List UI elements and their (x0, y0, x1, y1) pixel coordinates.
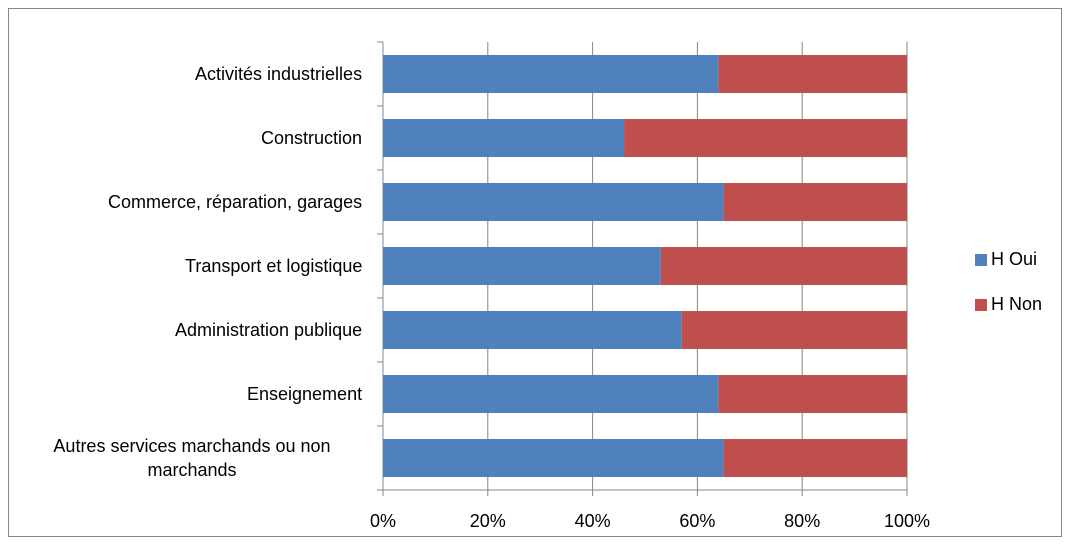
x-tick-label: 20% (470, 511, 506, 531)
y-tick-label: Transport et logistique (185, 256, 363, 276)
bar-segment (383, 247, 661, 285)
bar-segment (718, 375, 907, 413)
bar-segment (723, 183, 907, 221)
bar-segment (383, 311, 682, 349)
y-tick-label: Commerce, réparation, garages (108, 192, 363, 212)
bar-segment (681, 311, 907, 349)
legend-swatch (975, 254, 987, 266)
bar-segment (723, 439, 907, 477)
x-tick-label: 60% (679, 511, 715, 531)
y-tick-label: Activités industrielles (195, 64, 363, 84)
x-tick-label: 100% (884, 511, 930, 531)
y-tick-label: Construction (261, 128, 363, 148)
bar-segment (383, 119, 625, 157)
y-tick-label: Autres services marchands ou non marchan… (53, 436, 331, 480)
bar-segment (383, 55, 719, 93)
legend-swatch (975, 299, 987, 311)
legend-label: H Oui (991, 249, 1037, 269)
bar-segment (718, 55, 907, 93)
y-tick-label: Administration publique (175, 320, 363, 340)
bar-segment (624, 119, 907, 157)
bar-segment (383, 183, 724, 221)
x-tick-label: 40% (575, 511, 611, 531)
bar-segment (383, 439, 724, 477)
bar-segment (383, 375, 719, 413)
bar-segment (660, 247, 907, 285)
x-tick-label: 80% (784, 511, 820, 531)
x-tick-label: 0% (370, 511, 396, 531)
legend-label: H Non (991, 294, 1042, 314)
y-tick-label: Enseignement (247, 384, 363, 404)
